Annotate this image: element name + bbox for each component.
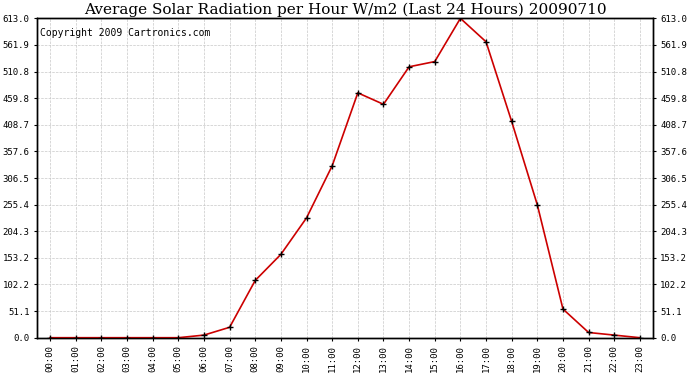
Text: Copyright 2009 Cartronics.com: Copyright 2009 Cartronics.com xyxy=(41,28,210,38)
Title: Average Solar Radiation per Hour W/m2 (Last 24 Hours) 20090710: Average Solar Radiation per Hour W/m2 (L… xyxy=(83,3,607,17)
